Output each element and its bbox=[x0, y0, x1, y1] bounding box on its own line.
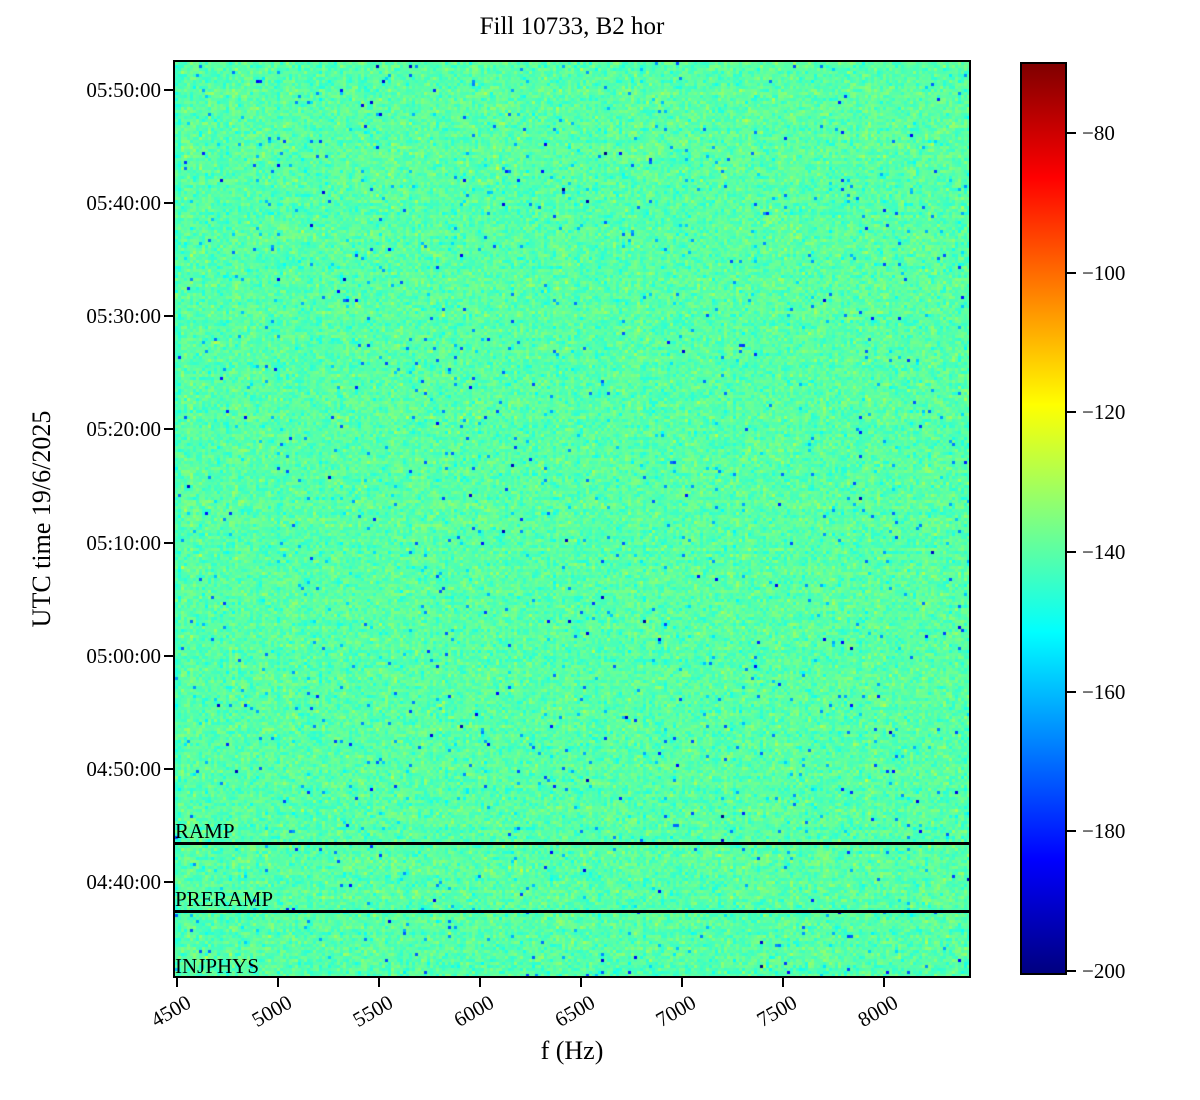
colorbar-tick-mark bbox=[1067, 551, 1076, 553]
x-tick-mark bbox=[681, 978, 684, 987]
spectrogram-canvas bbox=[175, 62, 969, 976]
colorbar-tick-label: −100 bbox=[1082, 260, 1126, 285]
x-tick-label: 7000 bbox=[651, 990, 701, 1032]
chart-title: Fill 10733, B2 hor bbox=[479, 13, 665, 40]
colorbar-tick-mark bbox=[1067, 969, 1076, 972]
x-tick-mark bbox=[883, 978, 886, 987]
y-tick-label: 04:40:00 bbox=[86, 869, 161, 894]
y-tick-label: 05:00:00 bbox=[86, 643, 161, 668]
heatmap-plot-area bbox=[173, 60, 971, 978]
x-tick-label: 6000 bbox=[449, 990, 499, 1032]
y-tick-label: 05:10:00 bbox=[86, 530, 161, 555]
annotation-label-preramp: PRERAMP bbox=[175, 887, 274, 912]
x-tick-mark bbox=[378, 978, 381, 987]
y-tick-mark bbox=[164, 880, 173, 883]
y-tick-mark bbox=[164, 654, 173, 657]
annotation-label-injphys: INJPHYS bbox=[175, 954, 260, 978]
x-tick-label: 4500 bbox=[146, 990, 196, 1032]
colorbar-tick-mark bbox=[1067, 830, 1076, 833]
x-tick-label: 5500 bbox=[348, 990, 398, 1032]
annotation-line-ramp bbox=[173, 842, 971, 846]
colorbar-tick-label: −140 bbox=[1082, 540, 1126, 564]
y-tick-mark bbox=[164, 541, 173, 544]
y-tick-mark bbox=[164, 202, 173, 205]
annotation-line-preramp bbox=[173, 910, 971, 914]
x-tick-label: 5000 bbox=[247, 990, 297, 1032]
x-axis-label: f (Hz) bbox=[540, 1036, 604, 1065]
x-tick-label: 8000 bbox=[853, 990, 903, 1032]
x-tick-mark bbox=[277, 978, 280, 987]
colorbar-tick-label: −200 bbox=[1082, 958, 1126, 983]
x-tick-label: 6500 bbox=[550, 990, 600, 1032]
colorbar-tick-label: −120 bbox=[1082, 400, 1126, 425]
colorbar-tick-label: −180 bbox=[1082, 819, 1126, 844]
y-tick-label: 05:50:00 bbox=[86, 78, 161, 103]
y-tick-label: 04:50:00 bbox=[86, 756, 161, 781]
colorbar-tick-mark bbox=[1067, 132, 1076, 135]
colorbar-tick-mark bbox=[1067, 690, 1076, 693]
colorbar bbox=[1020, 62, 1067, 975]
y-tick-label: 05:20:00 bbox=[86, 417, 161, 442]
y-tick-label: 05:30:00 bbox=[86, 304, 161, 329]
y-tick-mark bbox=[164, 767, 173, 770]
x-tick-label: 7500 bbox=[752, 990, 802, 1032]
colorbar-tick-label: −160 bbox=[1082, 679, 1126, 704]
colorbar-tick-label: −80 bbox=[1082, 121, 1115, 146]
y-tick-mark bbox=[164, 89, 173, 92]
y-tick-label: 05:40:00 bbox=[86, 191, 161, 216]
colorbar-tick-mark bbox=[1067, 271, 1076, 274]
x-tick-mark bbox=[580, 978, 583, 987]
y-axis-label: UTC time 19/6/2025 bbox=[27, 410, 56, 628]
y-tick-mark bbox=[164, 428, 173, 431]
colorbar-tick-mark bbox=[1067, 411, 1076, 414]
x-tick-mark bbox=[782, 978, 785, 987]
x-tick-mark bbox=[176, 978, 179, 987]
x-tick-mark bbox=[479, 978, 482, 987]
annotation-label-ramp: RAMP bbox=[175, 819, 235, 844]
y-tick-mark bbox=[164, 315, 173, 318]
